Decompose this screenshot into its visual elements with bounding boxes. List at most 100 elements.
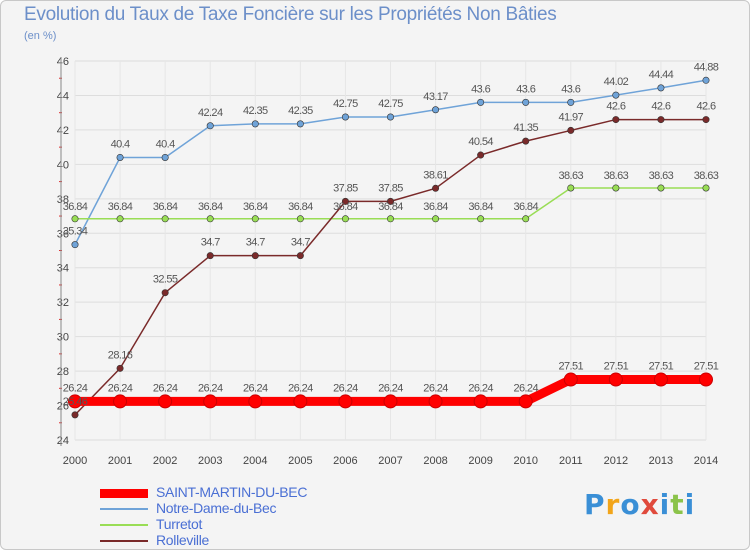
data-label: 26.24 xyxy=(333,382,358,394)
x-tick-label: 2008 xyxy=(423,455,447,467)
point-turretot-2008 xyxy=(432,215,440,223)
data-label: 36.84 xyxy=(198,201,223,213)
data-label: 36.84 xyxy=(63,201,88,213)
point-notre-dame-du-bec-2008 xyxy=(432,106,440,114)
y-tick-label: 42 xyxy=(57,125,69,137)
point-turretot-2011 xyxy=(567,184,575,192)
proxiti-logo: Proxiti xyxy=(584,488,695,521)
legend-label: Turretot xyxy=(156,516,203,532)
data-label: 26.24 xyxy=(378,382,403,394)
point-rolleville-2003 xyxy=(206,252,214,260)
y-tick-label: 36 xyxy=(57,228,69,240)
x-tick-label: 2002 xyxy=(153,455,177,467)
y-tick-label: 32 xyxy=(57,297,69,309)
data-label: 38.63 xyxy=(694,170,719,182)
legend-label: Rolleville xyxy=(156,532,210,548)
point-rolleville-2013 xyxy=(657,116,665,124)
data-label: 26.24 xyxy=(243,382,268,394)
point-saint-martin-du-bec-2010 xyxy=(518,394,533,409)
point-rolleville-2010 xyxy=(522,137,530,145)
point-notre-dame-du-bec-2013 xyxy=(657,84,665,92)
logo-letter: i xyxy=(684,488,696,521)
point-rolleville-2002 xyxy=(161,289,169,297)
data-label: 44.02 xyxy=(604,76,629,88)
point-notre-dame-du-bec-2003 xyxy=(206,122,214,130)
y-tick-label: 30 xyxy=(57,332,69,344)
series xyxy=(68,76,713,419)
y-tick-label: 24 xyxy=(57,435,69,447)
y-tick-label: 28 xyxy=(57,366,69,378)
data-label: 44.44 xyxy=(649,69,674,81)
point-rolleville-2005 xyxy=(296,252,304,260)
data-labels: 26.24 26.24 26.24 26.24 26.24 26.24 26.24 26.24… xyxy=(63,61,720,408)
data-label: 36.84 xyxy=(153,201,178,213)
data-label: 36.84 xyxy=(378,201,403,213)
data-label: 27.51 xyxy=(559,361,584,373)
data-label: 26.24 xyxy=(468,382,493,394)
logo-letter: i xyxy=(659,488,671,521)
point-turretot-2010 xyxy=(522,215,530,223)
data-label: 43.17 xyxy=(423,91,448,103)
point-rolleville-2007 xyxy=(386,197,394,205)
data-label: 42.35 xyxy=(243,105,268,117)
data-label: 32.55 xyxy=(153,274,178,286)
y-tick-label: 46 xyxy=(57,56,69,68)
point-saint-martin-du-bec-2007 xyxy=(383,394,398,409)
data-label: 37.85 xyxy=(378,182,403,194)
point-notre-dame-du-bec-2000 xyxy=(71,241,79,249)
data-label: 41.97 xyxy=(559,111,584,123)
data-label: 40.4 xyxy=(156,138,175,150)
logo-letter: o xyxy=(620,488,641,521)
point-saint-martin-du-bec-2014 xyxy=(699,372,713,387)
data-label: 43.6 xyxy=(561,83,580,95)
x-tick-label: 2009 xyxy=(468,455,492,467)
data-label: 44.88 xyxy=(694,61,719,73)
point-saint-martin-du-bec-2009 xyxy=(473,394,488,409)
point-saint-martin-du-bec-2008 xyxy=(428,394,443,409)
data-label: 35.34 xyxy=(63,226,88,238)
point-turretot-2001 xyxy=(116,215,124,223)
data-label: 42.75 xyxy=(378,98,403,110)
x-tick-label: 2014 xyxy=(694,455,718,467)
x-tick-label: 2007 xyxy=(378,455,402,467)
point-saint-martin-du-bec-2000 xyxy=(68,394,82,409)
legend-label: Notre-Dame-du-Bec xyxy=(156,500,277,516)
point-rolleville-2004 xyxy=(251,252,259,260)
point-notre-dame-du-bec-2007 xyxy=(386,113,394,121)
point-rolleville-2014 xyxy=(702,116,710,124)
data-label: 36.84 xyxy=(243,201,268,213)
data-label: 27.51 xyxy=(604,361,629,373)
data-label: 26.24 xyxy=(513,382,538,394)
y-tick-label: 44 xyxy=(57,90,69,102)
data-label: 34.7 xyxy=(201,237,220,249)
data-label: 25.46 xyxy=(63,396,88,408)
data-label: 36.84 xyxy=(108,201,133,213)
x-tick-label: 2004 xyxy=(243,455,267,467)
data-label: 36.84 xyxy=(513,201,538,213)
data-label: 28.16 xyxy=(108,349,133,361)
data-label: 36.84 xyxy=(333,201,358,213)
data-label: 38.63 xyxy=(604,170,629,182)
point-turretot-2007 xyxy=(386,215,394,223)
data-label: 26.24 xyxy=(63,382,88,394)
data-label: 27.51 xyxy=(649,361,674,373)
point-notre-dame-du-bec-2004 xyxy=(251,120,259,128)
x-tick-label: 2012 xyxy=(604,455,628,467)
data-label: 36.84 xyxy=(468,201,493,213)
point-rolleville-2001 xyxy=(116,364,124,372)
data-label: 34.7 xyxy=(246,237,265,249)
point-turretot-2012 xyxy=(612,184,620,192)
point-turretot-2006 xyxy=(341,215,349,223)
logo-letter: P xyxy=(584,488,606,521)
data-label: 43.6 xyxy=(516,83,535,95)
data-label: 26.24 xyxy=(198,382,223,394)
data-label: 38.63 xyxy=(559,170,584,182)
point-rolleville-2009 xyxy=(477,151,485,159)
line-chart: 24 26 28 30 32 34 36 38 40 42 44 46 2000 2001 2002 2003… xyxy=(57,56,720,467)
y-tick-label: 26 xyxy=(57,401,69,413)
point-saint-martin-du-bec-2011 xyxy=(563,372,578,387)
point-rolleville-2008 xyxy=(432,184,440,192)
data-label: 43.6 xyxy=(471,83,490,95)
y-tick-label: 34 xyxy=(57,263,69,275)
